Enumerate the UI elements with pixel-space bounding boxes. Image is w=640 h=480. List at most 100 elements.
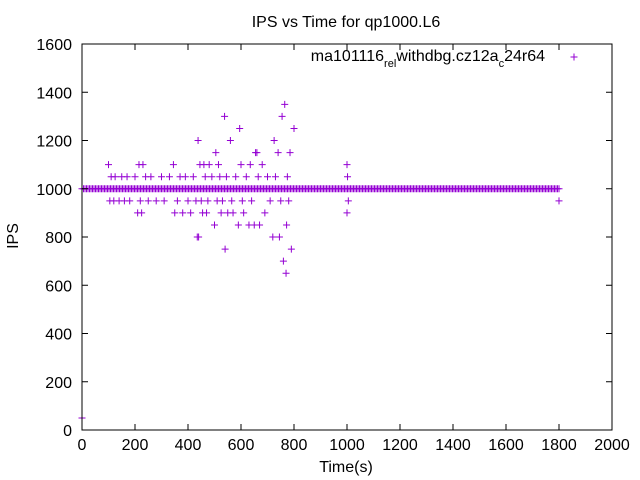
data-point: [217, 209, 225, 217]
legend: ma101116relwithdbg.cz12ac24r64: [311, 48, 545, 70]
data-point: [234, 221, 242, 229]
axes: 0 200 400 600 800 1000 1200 1400 1600 1800 2000 0 20…: [36, 37, 629, 454]
data-point: [165, 173, 173, 181]
data-point: [287, 245, 295, 253]
y-tick-label: 1200: [36, 134, 72, 151]
y-tick-label: 1600: [36, 37, 72, 54]
y-tick-label: 600: [45, 278, 72, 295]
x-tick-label: 2000: [594, 437, 630, 454]
data-point: [222, 173, 230, 181]
data-point: [343, 161, 351, 169]
data-point: [187, 209, 195, 217]
y-axis-label: IPS: [5, 223, 22, 249]
data-point: [253, 149, 261, 157]
data-point: [277, 197, 285, 205]
data-point: [169, 161, 177, 169]
x-tick-label: 1800: [541, 437, 577, 454]
data-point: [279, 257, 287, 265]
data-point: [111, 173, 119, 181]
data-point: [144, 197, 152, 205]
chart-title: IPS vs Time for qp1000.L6: [252, 14, 441, 31]
data-point: [343, 209, 351, 217]
data-point: [126, 197, 134, 205]
data-point: [278, 112, 286, 120]
data-point: [281, 100, 289, 108]
data-point: [269, 233, 277, 241]
data-point: [205, 161, 213, 169]
data-point: [131, 173, 139, 181]
data-point: [136, 197, 144, 205]
data-point: [228, 197, 236, 205]
data-point: [264, 173, 271, 181]
data-point: [237, 161, 245, 169]
data-point: [105, 161, 112, 169]
y-tick-label: 800: [45, 230, 72, 247]
data-point: [229, 209, 237, 217]
data-point: [242, 173, 250, 181]
y-tick-label: 400: [45, 327, 72, 344]
data-point: [555, 185, 563, 193]
x-tick-label: 400: [175, 437, 202, 454]
legend-marker: [570, 53, 578, 61]
data-point: [258, 161, 266, 169]
data-point: [208, 173, 216, 181]
data-point: [290, 124, 298, 132]
data-point: [283, 173, 291, 181]
data-point: [181, 173, 189, 181]
data-point: [201, 173, 209, 181]
data-point: [285, 197, 293, 205]
x-tick-label: 1400: [435, 437, 471, 454]
data-point: [555, 197, 563, 205]
data-point: [195, 233, 203, 241]
y-tick-label: 1400: [36, 85, 72, 102]
data-point: [160, 197, 168, 205]
plot-frame: [81, 43, 613, 431]
data-point: [211, 221, 218, 229]
data-point: [171, 209, 179, 217]
data-point: [266, 197, 274, 205]
data-point: [216, 173, 224, 181]
data-point: [238, 197, 246, 205]
data-point: [271, 173, 279, 181]
data-point: [274, 149, 282, 157]
data-point: [286, 149, 294, 157]
data-point: [147, 173, 155, 181]
y-tick-label: 0: [63, 423, 72, 440]
data-point: [221, 245, 229, 253]
x-tick-label: 800: [281, 437, 308, 454]
data-point: [194, 137, 202, 144]
plot-area: [78, 53, 578, 422]
data-point: [218, 197, 226, 205]
data-point: [139, 161, 147, 169]
x-tick-label: 0: [78, 437, 87, 454]
data-point: [236, 124, 244, 132]
data-point: [197, 197, 205, 205]
data-point: [282, 269, 290, 277]
data-point: [226, 137, 234, 144]
x-tick-label: 600: [228, 437, 255, 454]
data-point: [254, 173, 262, 181]
data-point: [204, 197, 212, 205]
data-point: [232, 173, 240, 181]
data-point: [123, 173, 131, 181]
x-axis-label: Time(s): [319, 459, 373, 476]
data-point: [184, 197, 192, 205]
x-tick-label: 1600: [488, 437, 524, 454]
legend-series-label: ma101116relwithdbg.cz12ac24r64: [311, 48, 545, 70]
y-tick-label: 1000: [36, 182, 72, 199]
data-point: [270, 137, 278, 144]
y-tick-label: 200: [45, 375, 72, 392]
x-tick-label: 200: [122, 437, 149, 454]
data-point: [256, 221, 264, 229]
data-point: [158, 173, 165, 181]
x-tick-label: 1200: [382, 437, 418, 454]
data-point: [189, 173, 197, 181]
x-tick-label: 1000: [329, 437, 365, 454]
data-point: [344, 197, 352, 205]
data-point: [344, 173, 352, 181]
data-point: [261, 209, 269, 217]
data-point: [221, 112, 229, 120]
data-point: [152, 197, 160, 205]
data-point: [173, 197, 181, 205]
